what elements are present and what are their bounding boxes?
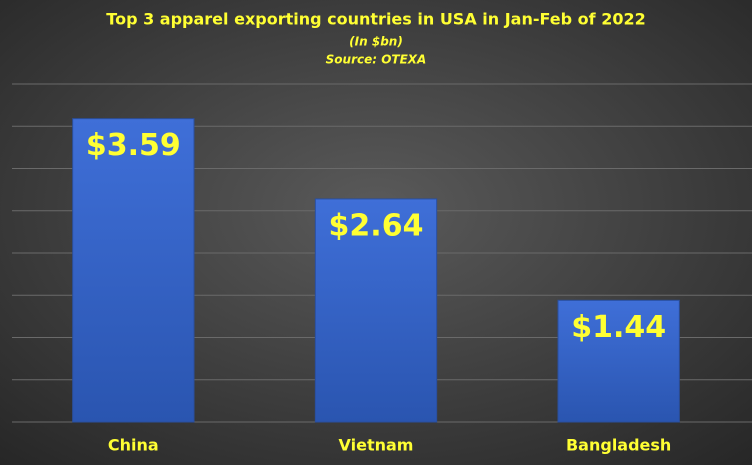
bar (314, 198, 438, 423)
chart-title: Top 3 apparel exporting countries in USA… (106, 10, 645, 29)
bar (557, 299, 680, 423)
value-label: $1.44 (571, 310, 666, 345)
x-tick-label: Bangladesh (566, 436, 671, 455)
value-label: $2.64 (329, 208, 424, 243)
value-label: $3.59 (86, 128, 181, 163)
chart-subtitle: (In $bn) (349, 35, 403, 49)
x-tick-label: Vietnam (339, 436, 414, 455)
bar (72, 118, 195, 423)
chart-source: Source: OTEXA (326, 53, 427, 67)
x-tick-label: China (108, 436, 159, 455)
